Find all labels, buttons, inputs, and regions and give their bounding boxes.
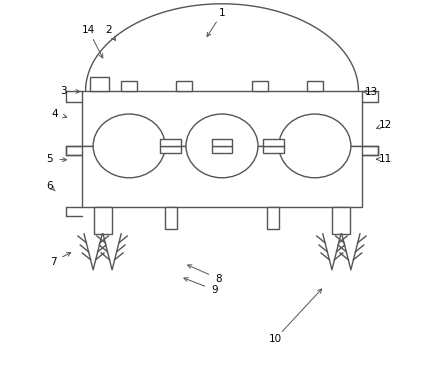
Text: 10: 10 [269,334,281,344]
Text: 7: 7 [50,257,57,266]
Text: 13: 13 [365,87,378,97]
Bar [160,139,181,146]
Ellipse shape [93,114,165,178]
Bar [82,146,362,207]
Text: 11: 11 [378,154,392,164]
Ellipse shape [186,114,258,178]
Ellipse shape [279,114,351,178]
Bar [307,81,323,91]
Bar [212,139,232,146]
Text: 3: 3 [60,86,67,96]
Bar [332,207,350,234]
Bar [82,91,362,146]
Bar [252,81,268,91]
Text: 14: 14 [82,25,95,35]
Bar [263,146,284,153]
Text: 1: 1 [219,8,225,18]
Text: 8: 8 [215,274,222,283]
Bar [160,146,181,153]
Text: 12: 12 [378,120,392,130]
Text: 9: 9 [211,285,218,295]
Text: 6: 6 [46,181,53,191]
Bar [263,139,284,146]
Bar [165,207,177,229]
Text: 2: 2 [105,25,111,35]
Bar [94,207,112,234]
Text: 5: 5 [46,154,53,164]
Bar [176,81,192,91]
Bar [90,77,109,91]
Bar [267,207,279,229]
Bar [212,146,232,153]
Text: 4: 4 [52,109,59,119]
Bar [121,81,137,91]
